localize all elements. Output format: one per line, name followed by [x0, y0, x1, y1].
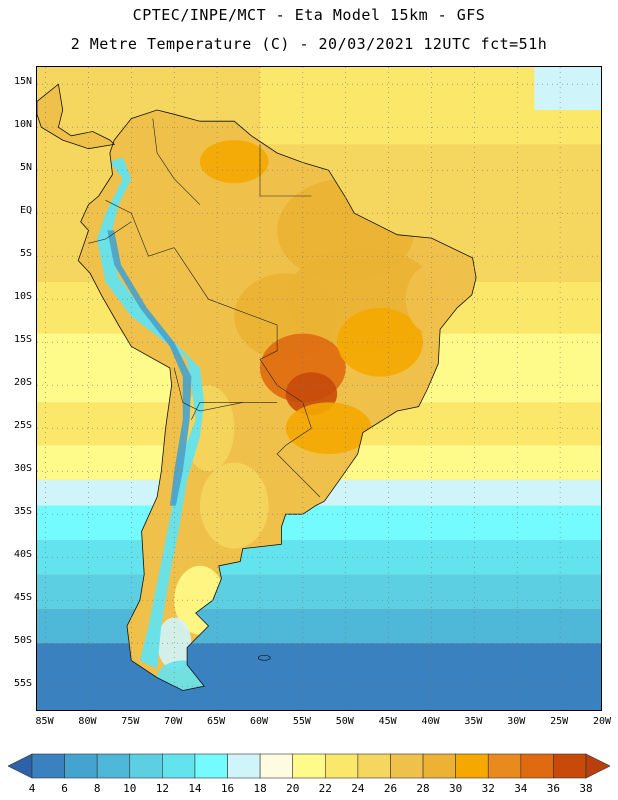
colorbar-bin [390, 753, 424, 779]
country-border [148, 247, 312, 429]
colorbar-bin [64, 753, 98, 779]
latitude-label: 10S [13, 291, 32, 303]
colorbar-tick-label: 30 [449, 782, 463, 795]
colorbar-tick-label: 38 [579, 782, 593, 795]
colorbar-bin [357, 753, 391, 779]
colorbar-bin [324, 753, 359, 779]
colorbar-tick-label: 24 [351, 782, 365, 795]
latitude-label: 40S [13, 549, 32, 561]
latitude-label: 30S [13, 463, 32, 475]
temperature-colorbar [8, 753, 610, 779]
colorbar-tick-label: 36 [546, 782, 561, 795]
latitude-label: 45S [13, 592, 32, 604]
colorbar-high-arrow [585, 753, 610, 779]
country-border [276, 427, 321, 498]
land-temperature-patch [337, 307, 423, 377]
land-temperature-patch [199, 462, 269, 549]
colorbar-tick-label: 22 [318, 782, 332, 795]
map-title: CPTEC/INPE/MCT - Eta Model 15km - GFS [132, 6, 486, 24]
colorbar-tick-label: 18 [253, 782, 267, 795]
colorbar-tick-label: 20 [286, 782, 300, 795]
map-subtitle: 2 Metre Temperature (C) - 20/03/2021 12U… [70, 35, 548, 53]
country-border [191, 402, 243, 420]
colorbar-bin [553, 753, 587, 779]
latitude-label: 25S [13, 420, 32, 432]
colorbar-tick-label: 14 [188, 782, 202, 795]
land-temperature-patch [199, 140, 269, 184]
longitude-label: 60W [249, 716, 268, 727]
land-temperature-patch [285, 402, 372, 455]
country-border [88, 221, 132, 244]
colorbar-tick-label: 10 [123, 782, 137, 795]
longitude-label: 50W [335, 716, 354, 727]
colorbar-bin [227, 753, 261, 779]
colorbar-low-arrow [8, 753, 33, 779]
country-border [259, 144, 312, 197]
colorbar-bin [520, 753, 554, 779]
colorbar-tick-label: 8 [93, 782, 101, 795]
land-temperature-patch [157, 617, 192, 669]
colorbar-tick-label: 34 [514, 782, 528, 795]
colorbar-bin [487, 753, 522, 779]
colorbar-tick-label: 4 [28, 782, 36, 795]
latitude-label: 5S [19, 248, 32, 260]
northeast-cool-area [534, 67, 601, 110]
longitude-label: 85W [35, 716, 54, 727]
colorbar-tick-label: 16 [220, 782, 235, 795]
latitude-label: 35S [13, 506, 32, 518]
latitude-label: 15S [13, 334, 32, 346]
colorbar-bin [292, 753, 326, 779]
latitude-label: 10N [13, 119, 32, 131]
colorbar-bin [129, 753, 163, 779]
andes-cold-strip [97, 157, 205, 670]
latitude-label: 5N [19, 162, 32, 174]
colorbar-tick-label: 12 [155, 782, 169, 795]
longitude-label: 40W [421, 716, 440, 727]
latitude-label: 50S [13, 635, 32, 647]
ocean-band [37, 574, 601, 609]
ocean-band [37, 505, 601, 540]
colorbar-tick-label: 6 [61, 782, 68, 795]
temperature-map [36, 66, 602, 711]
colorbar-bin [422, 753, 456, 779]
longitude-label: 55W [292, 716, 311, 727]
central-america-coastline [37, 83, 116, 150]
longitude-label: 20W [592, 716, 612, 727]
colorbar-tick-label: 28 [416, 782, 430, 795]
colorbar-bin [96, 753, 131, 779]
latitude-label: EQ [19, 205, 32, 217]
country-border [173, 367, 278, 412]
colorbar-tick-label: 32 [481, 782, 495, 795]
country-border [105, 200, 149, 257]
longitude-label: 30W [507, 716, 526, 727]
latitude-label: 15N [13, 76, 32, 88]
south-america-coastline [77, 109, 477, 691]
longitude-label: 80W [78, 716, 97, 727]
colorbar-bin [259, 753, 294, 779]
longitude-label: 45W [378, 716, 397, 727]
andes-peak-strip [107, 230, 192, 506]
longitude-label: 70W [164, 716, 183, 727]
latitude-label: 55S [13, 678, 32, 690]
latitude-label: 20S [13, 377, 32, 389]
map-canvas [37, 67, 601, 710]
colorbar-bin [162, 753, 196, 779]
longitude-label: 35W [464, 716, 483, 727]
colorbar-bin [194, 753, 228, 779]
falkland-islands [257, 654, 271, 661]
land-temperature-patch [405, 264, 458, 334]
colorbar-bin [31, 753, 65, 779]
longitude-label: 75W [121, 716, 140, 727]
colorbar-tick-label: 26 [383, 782, 398, 795]
ocean-band [37, 608, 601, 644]
country-border [152, 118, 201, 205]
longitude-label: 65W [207, 716, 226, 727]
longitude-label: 25W [550, 716, 569, 727]
colorbar-bin [455, 753, 489, 779]
